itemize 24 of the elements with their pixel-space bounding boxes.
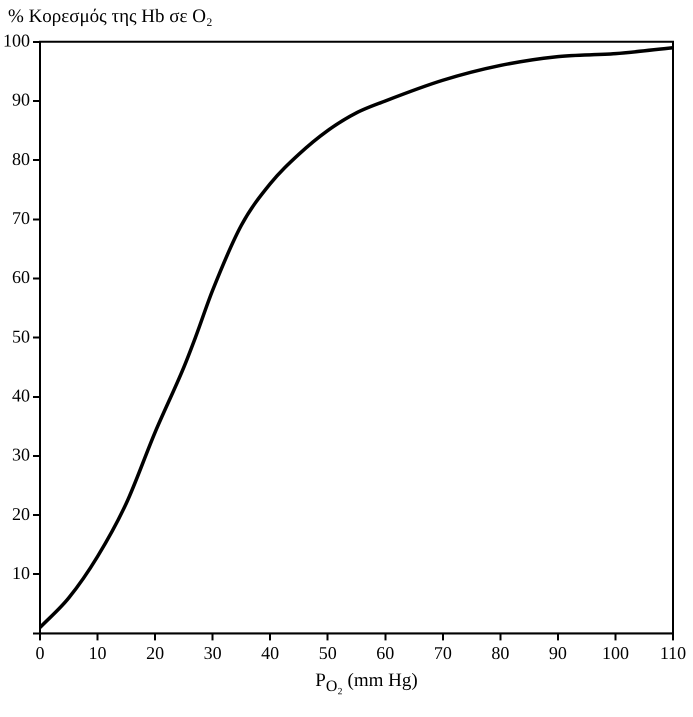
x-tick-label: 90 xyxy=(548,642,567,663)
y-tick-label: 30 xyxy=(12,444,30,465)
y-axis-title: % Κορεσμός της Hb σε O₂ xyxy=(8,6,213,28)
y-tick-label: 80 xyxy=(12,148,30,169)
y-tick-label: 40 xyxy=(12,385,30,406)
x-tick-label: 60 xyxy=(376,642,394,663)
y-tick-label: 10 xyxy=(12,562,30,583)
x-tick-label: 100 xyxy=(602,642,629,663)
x-tick-label: 10 xyxy=(88,642,107,663)
y-tick-label: 90 xyxy=(12,90,30,110)
y-tick-label: 70 xyxy=(12,208,30,228)
x-tick-label: 30 xyxy=(204,642,222,663)
y-tick-label: 60 xyxy=(12,267,30,288)
x-tick-label: 50 xyxy=(318,642,337,663)
y-tick-label: 50 xyxy=(12,326,30,346)
x-axis-title: P$_{O₂}$ (mm Hg) xyxy=(314,670,419,696)
x-tick-label: 70 xyxy=(434,642,452,663)
y-tick-label: 20 xyxy=(12,504,30,524)
x-tick-label: 40 xyxy=(261,642,280,663)
x-tick-label: 0 xyxy=(36,642,44,663)
x-tick-label: 80 xyxy=(491,642,510,663)
y-tick-label: 100 xyxy=(3,30,30,51)
x-tick-label: 110 xyxy=(660,642,686,663)
x-tick-label: 20 xyxy=(146,642,164,663)
